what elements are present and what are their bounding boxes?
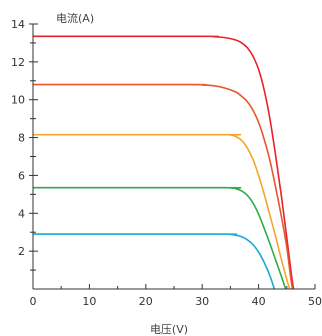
y-tick-label: 8 (18, 132, 25, 145)
x-tick-label: 50 (308, 295, 322, 308)
y-axis-title: 电流(A) (56, 11, 94, 25)
y-tick-label: 4 (18, 207, 25, 220)
y-tick-label: 10 (11, 94, 25, 107)
y-tick-label: 2 (18, 245, 25, 258)
x-tick-label: 30 (195, 295, 209, 308)
iv-curve-series-5 (32, 233, 276, 290)
y-tick-label: 14 (11, 18, 25, 31)
iv-curve-series-2 (32, 83, 294, 290)
x-axis-title: 电压(V) (150, 323, 188, 336)
iv-curve-series-1 (32, 35, 295, 290)
x-tick-label: 40 (252, 295, 266, 308)
ticks-layer: 2 4 6 8 10 12 14 0 10 20 30 40 50 (11, 18, 322, 308)
y-tick-label: 12 (11, 56, 25, 69)
x-tick-label: 20 (139, 295, 153, 308)
iv-curve-series-4 (32, 186, 287, 290)
y-tick-label: 6 (18, 169, 25, 182)
iv-curve-series-3 (32, 133, 291, 290)
x-tick-label: 0 (30, 295, 37, 308)
curves-layer (32, 35, 295, 290)
x-tick-label: 10 (82, 295, 96, 308)
